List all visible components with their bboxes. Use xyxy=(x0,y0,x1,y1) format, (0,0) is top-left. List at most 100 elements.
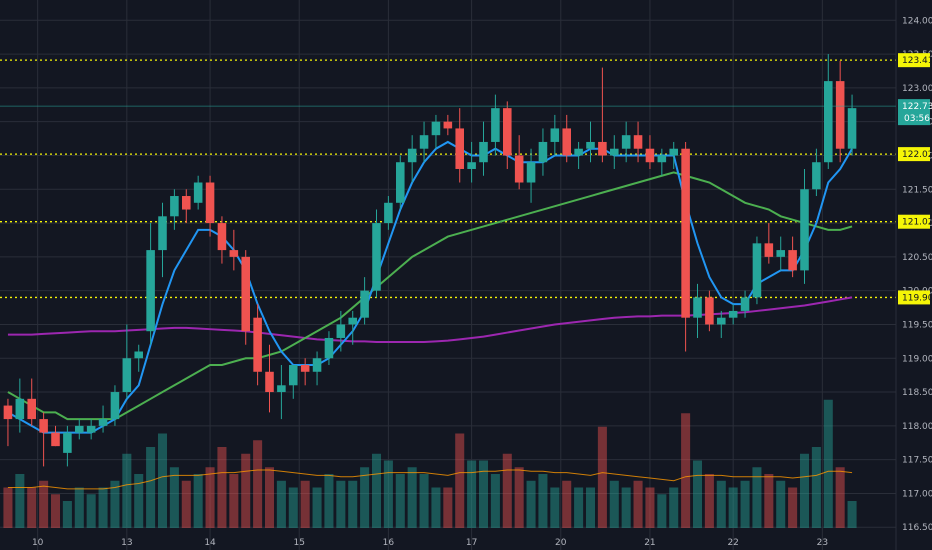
candle[interactable] xyxy=(657,148,667,176)
price-tick-label: 124.00 xyxy=(902,16,932,26)
candle[interactable] xyxy=(170,189,179,230)
candle[interactable] xyxy=(467,141,476,183)
candle-body xyxy=(467,162,476,169)
candle[interactable] xyxy=(562,114,572,163)
candle[interactable] xyxy=(241,250,251,345)
level-price-tag xyxy=(898,214,930,229)
candle[interactable] xyxy=(384,196,393,230)
candle[interactable] xyxy=(764,223,774,264)
candle[interactable] xyxy=(669,141,679,169)
candle-body xyxy=(657,155,667,163)
candle[interactable] xyxy=(51,425,60,447)
candle[interactable] xyxy=(348,310,358,345)
candle[interactable] xyxy=(324,331,334,366)
candle[interactable] xyxy=(277,365,286,420)
time-axis[interactable]: 10 13 14 15 16 17 20 21 22 23 xyxy=(32,538,828,548)
candle[interactable] xyxy=(574,141,583,169)
candle[interactable] xyxy=(134,344,144,372)
candle[interactable] xyxy=(431,114,441,149)
candle[interactable] xyxy=(479,121,488,176)
candle[interactable] xyxy=(550,114,560,156)
candle-body xyxy=(205,182,215,224)
candle[interactable] xyxy=(514,135,524,190)
candle[interactable] xyxy=(122,324,132,399)
candle[interactable] xyxy=(158,202,167,278)
candle[interactable] xyxy=(538,128,548,176)
candle[interactable] xyxy=(812,148,821,197)
candle[interactable] xyxy=(15,378,25,433)
candle[interactable] xyxy=(705,290,714,332)
candle[interactable] xyxy=(146,223,155,345)
candle[interactable] xyxy=(265,344,274,413)
candle[interactable] xyxy=(407,135,417,183)
candle[interactable] xyxy=(752,236,762,305)
candle-body xyxy=(146,250,155,332)
candle[interactable] xyxy=(455,108,465,183)
candle[interactable] xyxy=(823,54,833,169)
candle[interactable] xyxy=(193,175,203,210)
candle-body xyxy=(716,317,726,325)
time-tick-label: 13 xyxy=(121,538,132,548)
price-tick-label: 116.50 xyxy=(902,523,932,533)
candle[interactable] xyxy=(181,189,191,224)
candle[interactable] xyxy=(63,425,72,467)
candle[interactable] xyxy=(740,290,750,318)
volume-bar xyxy=(3,487,13,528)
candle-body xyxy=(812,162,821,190)
candle[interactable] xyxy=(86,419,96,440)
candle[interactable] xyxy=(217,216,227,264)
candle[interactable] xyxy=(681,141,690,352)
candle[interactable] xyxy=(645,135,655,169)
volume-bar xyxy=(692,460,703,528)
candle[interactable] xyxy=(3,398,13,447)
candle[interactable] xyxy=(633,121,643,163)
candle[interactable] xyxy=(419,121,429,163)
candle[interactable] xyxy=(253,304,262,386)
candle[interactable] xyxy=(27,378,37,426)
candle[interactable] xyxy=(360,277,369,325)
candle-body xyxy=(265,371,274,393)
candle[interactable] xyxy=(205,175,215,237)
candle[interactable] xyxy=(800,168,809,284)
candle[interactable] xyxy=(98,405,108,433)
candle[interactable] xyxy=(598,67,607,163)
candle[interactable] xyxy=(788,236,797,278)
candle[interactable] xyxy=(609,135,619,169)
candle-body xyxy=(764,243,774,257)
volume-bar xyxy=(217,447,227,528)
volume-bar xyxy=(134,474,144,528)
candle[interactable] xyxy=(443,114,453,136)
candle-body xyxy=(324,337,334,359)
volume-bar xyxy=(62,501,72,528)
candle[interactable] xyxy=(728,304,738,325)
candle[interactable] xyxy=(586,121,595,163)
candle[interactable] xyxy=(39,412,48,467)
candle[interactable] xyxy=(716,310,726,338)
candle[interactable] xyxy=(300,358,310,386)
candle-body xyxy=(253,317,262,372)
candle-body xyxy=(372,223,381,291)
candle[interactable] xyxy=(693,283,702,338)
volume-bar xyxy=(728,487,738,528)
level-price-tag xyxy=(898,147,930,162)
candle[interactable] xyxy=(395,155,405,210)
candle[interactable] xyxy=(526,148,536,203)
volume-bar xyxy=(193,474,203,528)
candle[interactable] xyxy=(336,310,346,352)
volume-ma-line xyxy=(7,469,853,490)
candle[interactable] xyxy=(847,94,857,156)
candle[interactable] xyxy=(491,94,500,156)
candles[interactable] xyxy=(3,54,857,467)
volume-bar xyxy=(419,474,429,528)
candle[interactable] xyxy=(312,351,322,386)
candle[interactable] xyxy=(372,209,381,298)
candle[interactable] xyxy=(502,101,512,169)
candle[interactable] xyxy=(110,385,120,426)
candle[interactable] xyxy=(288,365,298,399)
candle[interactable] xyxy=(776,236,786,271)
candle[interactable] xyxy=(835,60,845,163)
candle[interactable] xyxy=(74,419,84,440)
candle[interactable] xyxy=(621,121,631,163)
candle[interactable] xyxy=(229,229,239,271)
